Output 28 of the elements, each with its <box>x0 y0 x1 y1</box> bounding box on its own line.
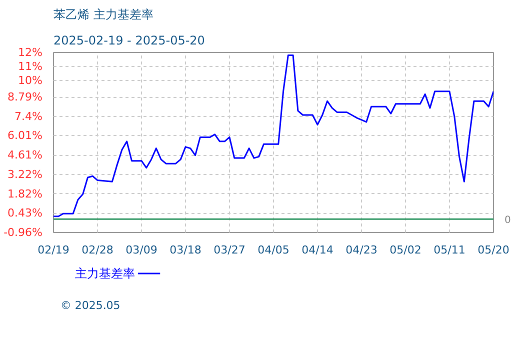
x-tick-label: 05/02 <box>390 244 422 256</box>
x-tick-label: 03/09 <box>126 244 158 256</box>
chart-subtitle: 2025-02-19 - 2025-05-20 <box>54 34 205 48</box>
x-tick-label: 04/05 <box>258 244 290 256</box>
y-tick-label: 4.61% <box>8 148 43 162</box>
legend-label: 主力基差率 <box>74 266 135 280</box>
y-tick-label: 1.82% <box>8 187 43 200</box>
x-tick-label: 05/20 <box>478 244 510 256</box>
x-tick-label: 04/14 <box>302 244 334 256</box>
chart-title: 苯乙烯 主力基差率 <box>54 8 154 22</box>
x-tick-label: 02/28 <box>82 244 114 256</box>
x-tick-label: 03/18 <box>170 244 202 256</box>
ref-line-label: 0 <box>504 215 511 226</box>
x-tick-label: 02/19 <box>38 244 70 256</box>
y-tick-label: 3.22% <box>8 168 43 181</box>
text: © 2025.05 <box>60 299 120 312</box>
y-tick-label: 12% <box>18 46 43 59</box>
y-tick-label: 10% <box>18 74 43 87</box>
y-tick-label: 7.4% <box>14 110 43 123</box>
y-tick-label: 11% <box>18 60 43 73</box>
line-series <box>54 54 494 218</box>
x-tick-label: 03/27 <box>214 244 246 256</box>
y-tick-label: 6.01% <box>8 129 43 142</box>
y-tick-label: 8.79% <box>8 90 43 104</box>
x-tick-label: 04/23 <box>346 244 378 256</box>
x-tick-label: 05/11 <box>434 244 466 256</box>
y-tick-label: -0.96% <box>4 226 43 239</box>
y-tick-label: 0.43% <box>8 206 43 220</box>
